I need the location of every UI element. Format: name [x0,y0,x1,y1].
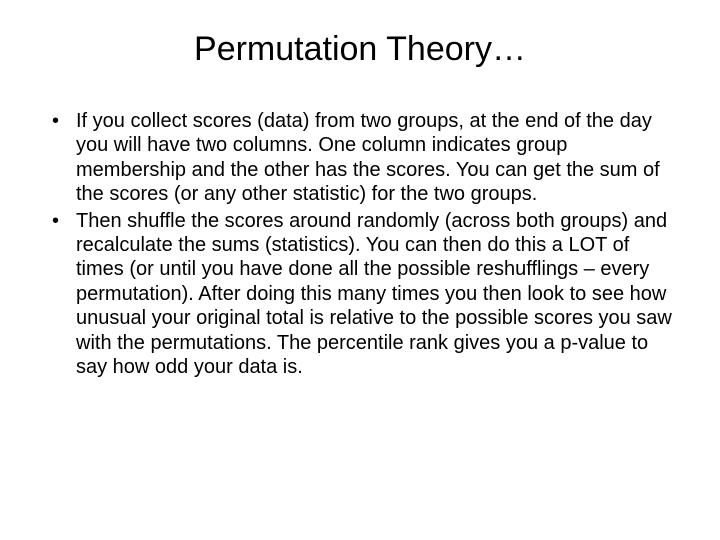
slide-title: Permutation Theory… [48,30,672,69]
list-item: Then shuffle the scores around randomly … [76,209,672,380]
list-item: If you collect scores (data) from two gr… [76,109,672,207]
bullet-list: If you collect scores (data) from two gr… [48,109,672,379]
slide: Permutation Theory… If you collect score… [0,0,720,540]
